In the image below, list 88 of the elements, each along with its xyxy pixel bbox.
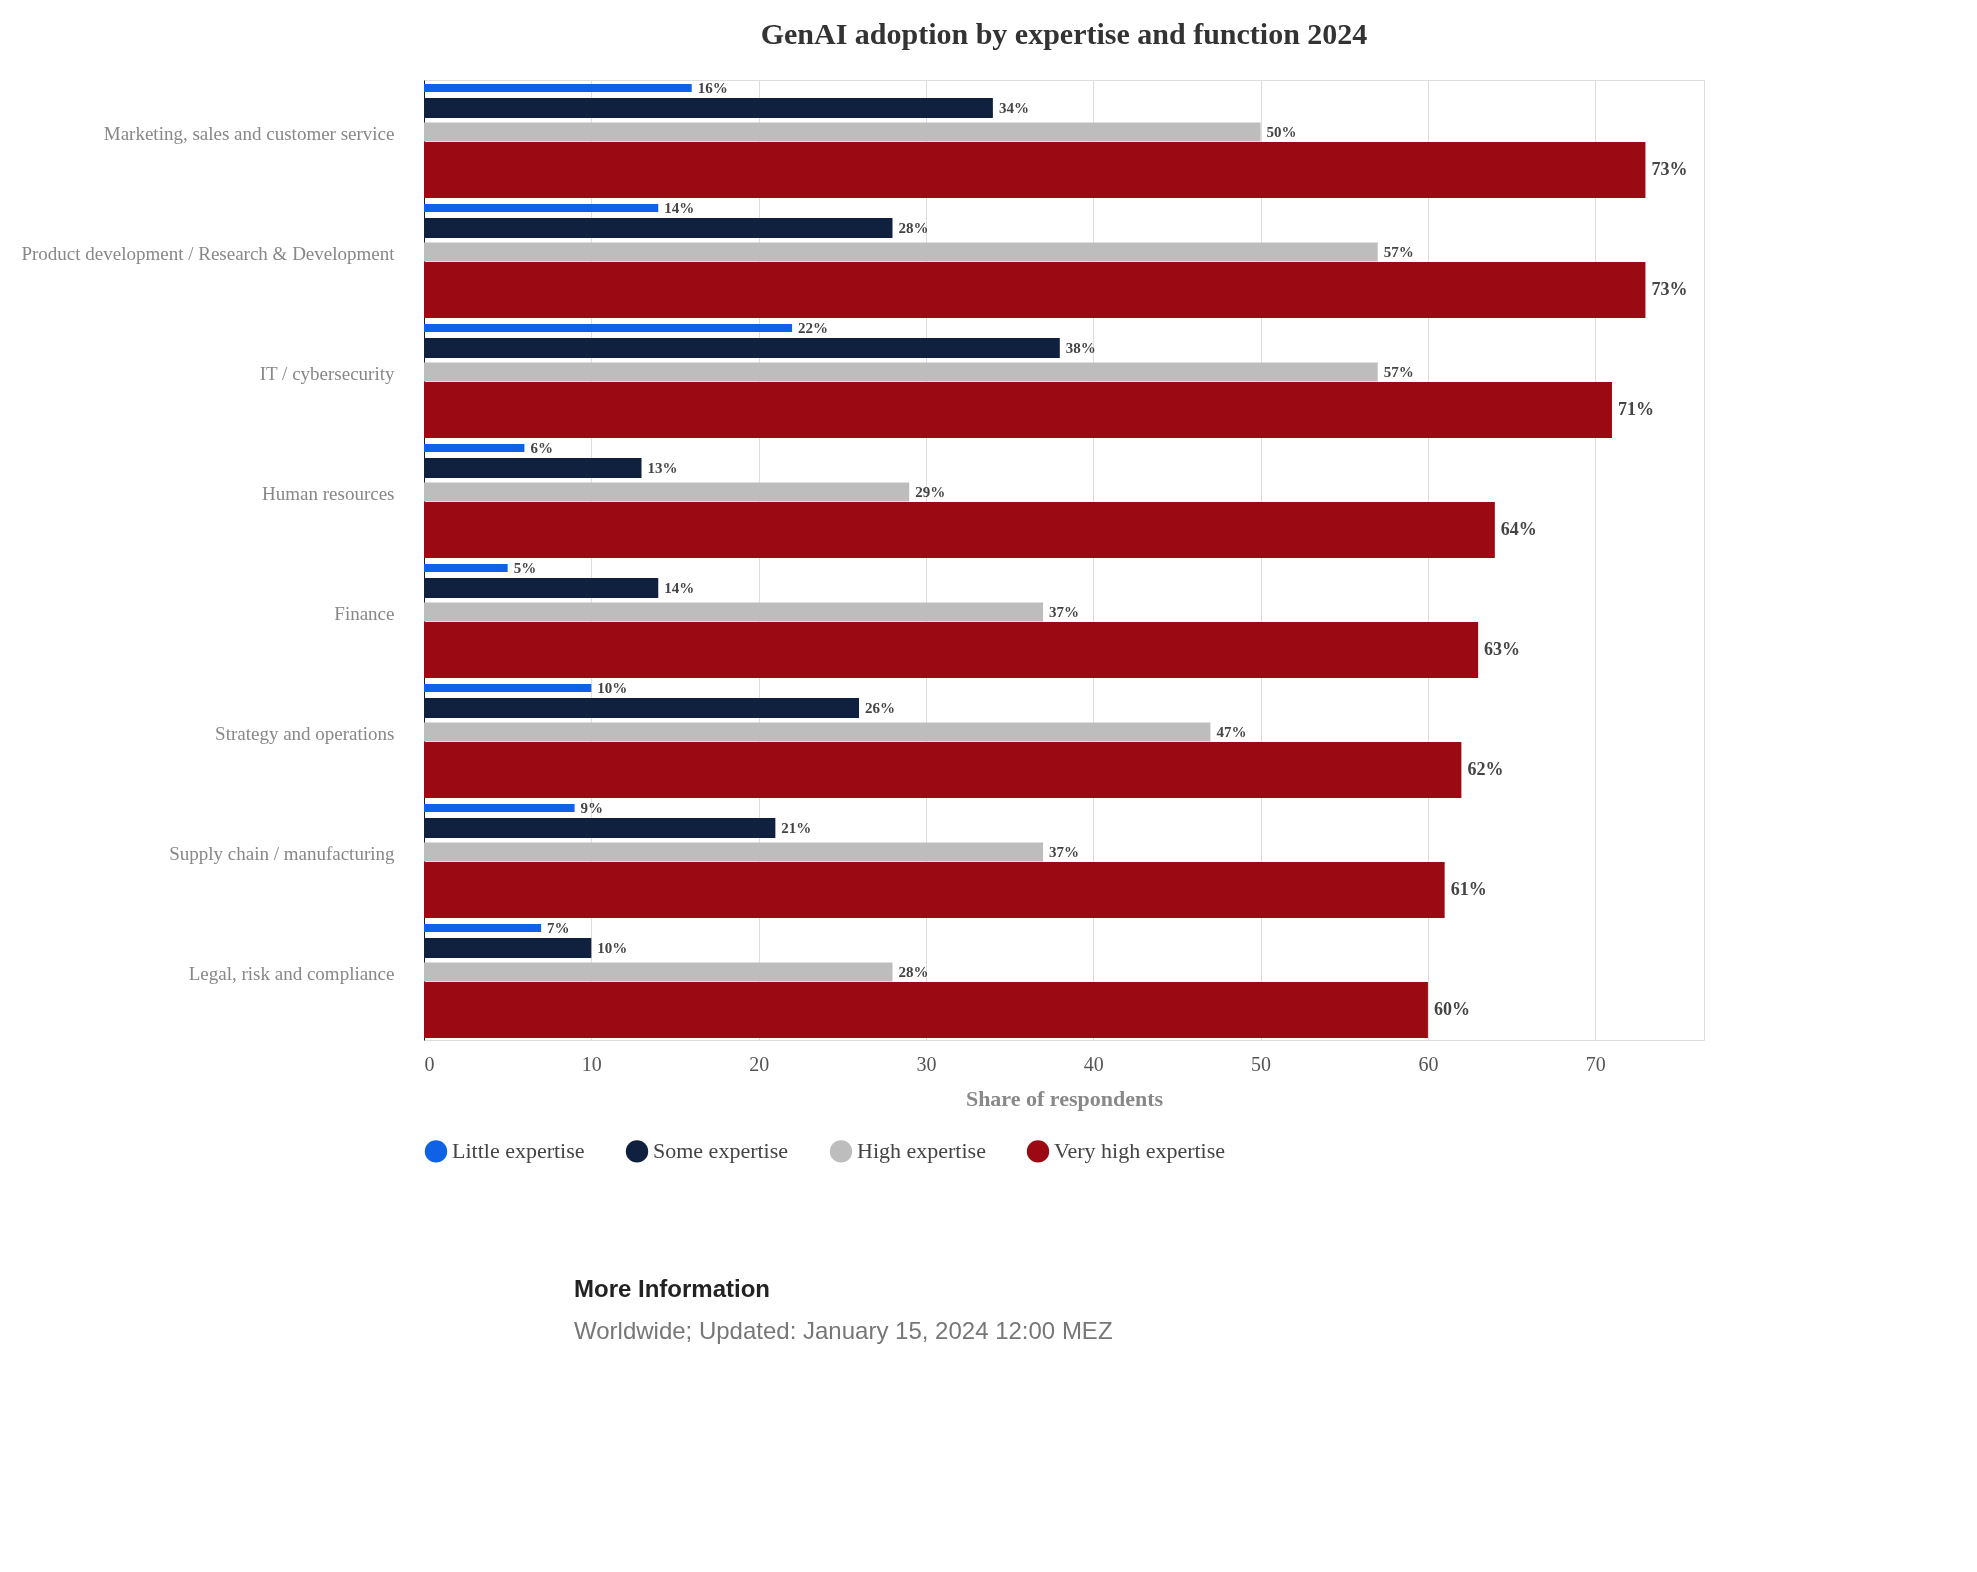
- bar: [424, 142, 1646, 198]
- text: 37%: [1049, 844, 1080, 860]
- text: 26%: [865, 700, 896, 716]
- text: 34%: [998, 100, 1029, 116]
- bar: [424, 204, 659, 212]
- text: 29%: [915, 484, 946, 500]
- bar: [424, 578, 659, 598]
- y-tick-label: Strategy and operations: [215, 723, 395, 744]
- text: 61%: [1450, 879, 1487, 899]
- legend-label: Some expertise: [653, 1138, 789, 1164]
- y-tick-label: Legal, risk and compliance: [188, 963, 395, 984]
- x-tick-label: 0: [424, 1052, 435, 1075]
- x-tick-label: 60: [1418, 1052, 1439, 1075]
- bar: [424, 602, 1044, 622]
- x-tick-label: 30: [916, 1052, 937, 1075]
- bar: [424, 982, 1428, 1038]
- bar: [424, 722, 1211, 742]
- text: 9%: [580, 800, 604, 816]
- x-tick-label: 50: [1251, 1052, 1272, 1075]
- text: 13%: [647, 460, 678, 476]
- legend-label: High expertise: [857, 1138, 986, 1164]
- text: 14%: [664, 200, 695, 216]
- text: 22%: [798, 320, 829, 336]
- bar: [424, 742, 1462, 798]
- bar: [424, 622, 1479, 678]
- chart-title: GenAI adoption by expertise and function 2024: [760, 17, 1368, 50]
- text: 64%: [1500, 519, 1537, 539]
- bar: [424, 804, 575, 812]
- bar: [424, 382, 1612, 438]
- text: 38%: [1065, 340, 1096, 356]
- x-tick-label: 40: [1083, 1052, 1104, 1075]
- y-tick-label: Marketing, sales and customer service: [103, 123, 395, 144]
- bar: [424, 122, 1261, 142]
- text: 14%: [664, 580, 695, 596]
- bar: [424, 362, 1378, 382]
- y-tick-label: Product development / Research & Development: [21, 243, 396, 264]
- bar: [424, 242, 1378, 262]
- text: 73%: [1651, 159, 1688, 179]
- x-tick-label: 10: [581, 1052, 602, 1075]
- text: 47%: [1216, 724, 1247, 740]
- y-tick-label: IT / cybersecurity: [259, 363, 395, 384]
- text: More Information: [574, 1275, 770, 1302]
- text: 60%: [1433, 999, 1470, 1019]
- bar: [424, 818, 776, 838]
- text: 10%: [597, 680, 628, 696]
- x-tick-label: 20: [749, 1052, 770, 1075]
- text: 21%: [781, 820, 812, 836]
- bar: [424, 862, 1445, 918]
- text: 28%: [898, 964, 929, 980]
- text: 50%: [1266, 124, 1297, 140]
- bar: [424, 684, 592, 692]
- y-tick-label: Supply chain / manufacturing: [169, 843, 395, 864]
- text: 37%: [1049, 604, 1080, 620]
- text: 57%: [1383, 364, 1414, 380]
- x-axis-title: Share of respondents: [965, 1085, 1164, 1111]
- bar: [424, 564, 508, 572]
- text: 63%: [1484, 639, 1521, 659]
- bar: [424, 218, 893, 238]
- bar: [424, 502, 1495, 558]
- text: 71%: [1617, 399, 1654, 419]
- text: 62%: [1467, 759, 1504, 779]
- text: 16%: [697, 80, 728, 96]
- legend-label: Little expertise: [452, 1138, 585, 1164]
- text: 10%: [597, 940, 628, 956]
- bar: [424, 338, 1060, 358]
- bar: [424, 458, 642, 478]
- bar: [424, 444, 525, 452]
- bar: [424, 324, 793, 332]
- bar: [424, 924, 542, 932]
- bar: [424, 482, 910, 502]
- bar: [424, 842, 1044, 862]
- text: Worldwide; Updated: January 15, 2024 12:00 MEZ: [574, 1317, 1113, 1344]
- text: 73%: [1651, 279, 1688, 299]
- text: 6%: [530, 440, 553, 456]
- bar: [424, 84, 692, 92]
- y-tick-label: Finance: [334, 603, 395, 624]
- bar: [424, 938, 592, 958]
- y-tick-label: Human resources: [262, 483, 395, 504]
- text: 5%: [513, 560, 537, 576]
- bar: [424, 98, 993, 118]
- text: 7%: [547, 920, 570, 936]
- legend-label: Very high expertise: [1054, 1138, 1226, 1164]
- bar: [424, 698, 860, 718]
- text: 57%: [1383, 244, 1414, 260]
- bar: [424, 962, 893, 982]
- text: 28%: [898, 220, 929, 236]
- bar: [424, 262, 1646, 318]
- x-tick-label: 70: [1585, 1052, 1606, 1075]
